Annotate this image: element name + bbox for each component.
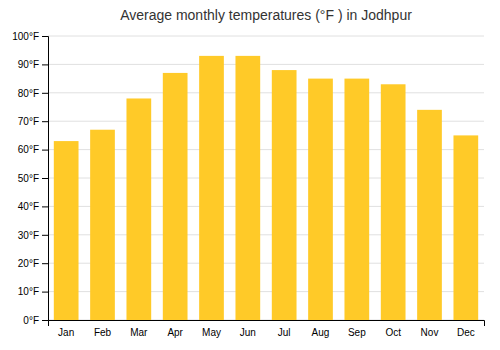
y-tick: 20°F	[18, 258, 48, 269]
x-tick: May	[202, 327, 221, 338]
y-tick-mark	[42, 121, 48, 122]
x-tick: Nov	[421, 327, 439, 338]
bar	[453, 135, 478, 320]
x-tick-label: Nov	[421, 327, 439, 338]
y-tick-mark	[42, 178, 48, 179]
x-tick: Jun	[240, 327, 256, 338]
x-axis-line	[49, 321, 485, 327]
x-tick: Apr	[167, 327, 183, 338]
y-tick: 80°F	[18, 88, 48, 99]
grid	[48, 36, 484, 320]
y-tick: 60°F	[18, 144, 48, 155]
x-tick-label: Sep	[348, 327, 366, 338]
y-tick-mark	[42, 292, 48, 293]
y-tick-mark	[42, 64, 48, 65]
y-tick-label: 60°F	[18, 144, 39, 155]
x-tick: Dec	[457, 327, 475, 338]
bars	[54, 56, 478, 320]
y-tick: 30°F	[18, 230, 48, 241]
y-tick: 50°F	[18, 173, 48, 184]
y-tick-mark	[42, 235, 48, 236]
y-tick-label: 30°F	[18, 230, 39, 241]
bar	[90, 130, 115, 320]
bar	[235, 56, 260, 320]
grid-line	[48, 92, 484, 93]
x-tick: Oct	[385, 327, 401, 338]
y-tick: 100°F	[12, 31, 48, 42]
y-tick-mark	[42, 263, 48, 264]
x-tick: Jul	[278, 327, 291, 338]
x-tick-label: Aug	[312, 327, 330, 338]
y-tick-label: 90°F	[18, 59, 39, 70]
chart: Jan Feb Mar Apr May Jun Jul Aug Sep Oct Nov Dec 0°F 1…	[0, 0, 500, 350]
x-tick-label: Dec	[457, 327, 475, 338]
y-tick-mark	[42, 150, 48, 151]
y-tick-label: 40°F	[18, 201, 39, 212]
y-axis-line	[42, 37, 49, 321]
x-tick-label: Jan	[58, 327, 74, 338]
bar	[381, 84, 406, 320]
y-tick-label: 50°F	[18, 173, 39, 184]
x-tick: Mar	[130, 327, 148, 338]
x-tick: Sep	[348, 327, 366, 338]
y-tick-label: 0°F	[23, 315, 39, 326]
x-tick-label: May	[202, 327, 221, 338]
y-tick: 90°F	[18, 59, 48, 70]
y-tick-label: 80°F	[18, 88, 39, 99]
x-tick-label: Jun	[240, 327, 256, 338]
y-tick-label: 20°F	[18, 258, 39, 269]
y-tick-mark	[42, 36, 48, 37]
x-tick-label: Mar	[130, 327, 148, 338]
x-axis: Jan Feb Mar Apr May Jun Jul Aug Sep Oct Nov Dec	[49, 321, 485, 339]
x-tick-label: Feb	[94, 327, 112, 338]
y-tick-label: 10°F	[18, 286, 39, 297]
y-tick-label: 70°F	[18, 116, 39, 127]
grid-line	[48, 64, 484, 65]
x-tick-label: Apr	[167, 327, 183, 338]
x-tick: Jan	[58, 327, 74, 338]
bar	[126, 98, 151, 320]
bar	[344, 79, 369, 320]
y-tick: 10°F	[18, 286, 48, 297]
y-tick-mark	[42, 320, 48, 321]
y-tick-label: 100°F	[12, 31, 39, 42]
x-tick-label: Oct	[385, 327, 401, 338]
x-tick: Feb	[94, 327, 112, 338]
bar	[163, 73, 188, 320]
y-tick: 0°F	[23, 315, 48, 326]
plot: Jan Feb Mar Apr May Jun Jul Aug Sep Oct Nov Dec 0°F 1…	[12, 31, 484, 338]
y-axis: 0°F 10°F 20°F 30°F 40°F 50°F 60°F 70°F 80°F 90°F 1…	[12, 31, 48, 326]
x-tick: Aug	[312, 327, 330, 338]
y-tick-mark	[42, 206, 48, 207]
y-tick: 70°F	[18, 116, 48, 127]
y-tick: 40°F	[18, 201, 48, 212]
grid-line	[48, 36, 484, 37]
bar	[199, 56, 224, 320]
bar	[272, 70, 297, 320]
y-tick-mark	[42, 93, 48, 94]
bar	[417, 110, 442, 320]
bar	[54, 141, 79, 320]
x-tick-label: Jul	[278, 327, 291, 338]
bar	[308, 79, 333, 320]
title: Average monthly temperatures (°F ) in Jo…	[120, 7, 412, 23]
